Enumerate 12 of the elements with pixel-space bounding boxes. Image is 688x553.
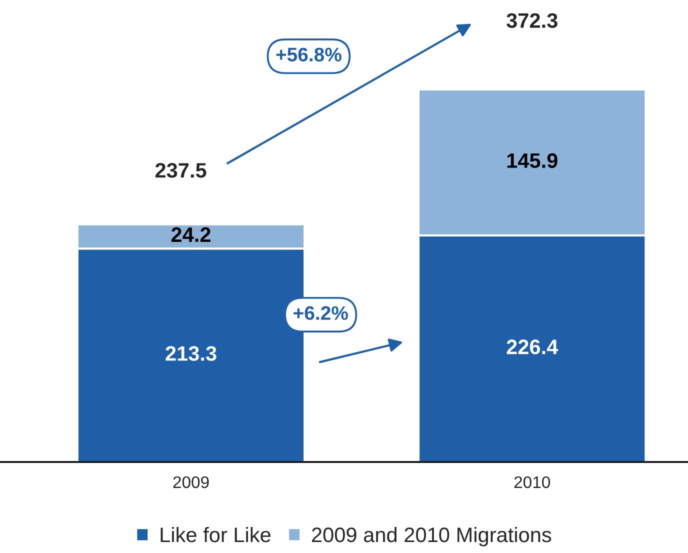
legend-label: 2009 and 2010 Migrations xyxy=(312,526,552,546)
annotation: +6.2% xyxy=(294,306,348,320)
x-tick-label: 2009 xyxy=(173,476,209,488)
total-label: 237.5 xyxy=(155,163,206,178)
data-label: 226.4 xyxy=(506,340,558,354)
legend-label: Like for Like xyxy=(160,526,270,542)
text: +56.8% xyxy=(276,48,342,62)
data-label: 145.9 xyxy=(507,153,558,168)
data-label: 24.2 xyxy=(171,227,210,242)
total-label: 372.3 xyxy=(506,13,558,28)
data-label: 213.3 xyxy=(166,346,216,361)
x-tick-label: 2010 xyxy=(514,476,550,488)
